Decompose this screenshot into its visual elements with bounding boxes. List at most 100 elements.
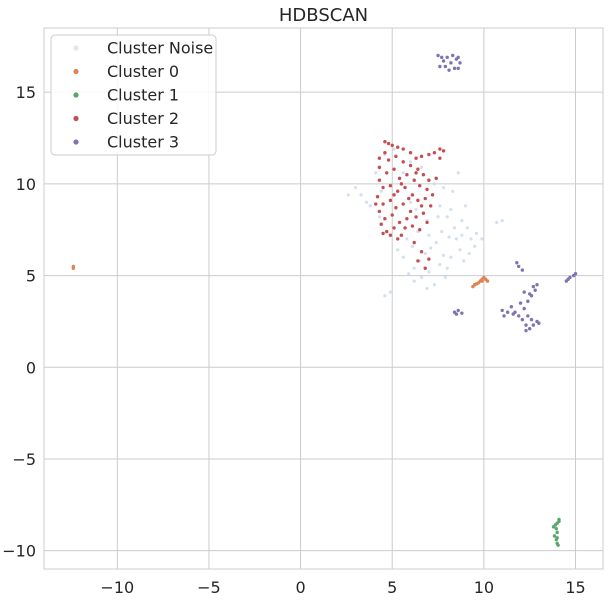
data-point — [423, 251, 427, 256]
data-point — [405, 237, 409, 241]
chart-title: HDBSCAN — [279, 5, 368, 26]
data-point — [425, 286, 429, 291]
data-point — [522, 290, 526, 294]
data-point — [434, 240, 438, 245]
data-point — [520, 317, 525, 322]
data-point — [416, 167, 420, 171]
data-point — [438, 156, 442, 160]
data-point — [432, 182, 436, 186]
data-point — [535, 283, 539, 287]
data-point — [392, 193, 396, 197]
data-point — [434, 176, 438, 181]
data-point — [438, 204, 442, 208]
data-point — [385, 171, 389, 175]
data-point — [473, 244, 477, 248]
series-cluster-1 — [551, 517, 561, 547]
data-point — [381, 231, 385, 236]
data-point — [364, 200, 369, 204]
data-point — [438, 147, 442, 151]
data-point — [396, 237, 400, 241]
data-point — [397, 176, 402, 181]
data-point — [419, 204, 424, 208]
scatter-points — [71, 53, 578, 547]
data-point — [462, 259, 466, 263]
y-tick-label: −5 — [12, 450, 36, 469]
data-point — [377, 178, 382, 182]
data-point — [410, 224, 415, 228]
data-point — [412, 266, 416, 270]
data-point — [388, 233, 393, 237]
data-point — [452, 66, 457, 71]
data-point — [392, 226, 396, 230]
legend-marker — [73, 68, 79, 75]
x-tick-label: 5 — [387, 578, 397, 597]
data-point — [377, 215, 381, 219]
x-tick-label: −5 — [197, 578, 221, 597]
legend-label: Cluster 3 — [107, 133, 179, 152]
data-point — [375, 195, 380, 199]
data-point — [418, 228, 422, 232]
data-point — [396, 248, 400, 252]
x-tick-label: 10 — [474, 578, 494, 597]
data-point — [381, 185, 385, 190]
data-point — [463, 204, 468, 208]
data-point — [423, 196, 427, 201]
data-point — [460, 311, 464, 315]
data-point — [454, 312, 459, 316]
data-point — [408, 160, 413, 164]
data-point — [412, 178, 416, 182]
data-point — [524, 323, 528, 327]
data-point — [449, 207, 453, 212]
data-point — [445, 55, 449, 60]
data-point — [392, 147, 396, 151]
data-point — [469, 237, 473, 241]
data-point — [390, 213, 394, 217]
data-point — [500, 308, 504, 313]
data-point — [359, 193, 363, 197]
data-point — [432, 283, 436, 287]
data-point — [443, 64, 448, 69]
data-point — [526, 299, 530, 303]
data-point — [474, 231, 479, 235]
data-point — [412, 279, 416, 283]
x-tick-label: −10 — [100, 578, 134, 597]
data-point — [429, 204, 433, 208]
data-point — [401, 202, 405, 206]
data-point — [392, 167, 396, 171]
data-point — [408, 200, 413, 204]
data-point — [412, 240, 416, 245]
data-point — [520, 268, 525, 272]
data-point — [458, 61, 462, 65]
data-point — [427, 257, 431, 261]
data-point — [388, 184, 393, 188]
data-point — [425, 187, 429, 192]
data-point — [445, 215, 449, 219]
grid-lines — [44, 28, 603, 569]
data-point — [374, 202, 378, 206]
data-point — [405, 217, 409, 221]
y-tick-label: 5 — [26, 267, 36, 286]
data-point — [388, 198, 393, 203]
y-tick-label: 10 — [16, 175, 36, 194]
data-point — [443, 275, 447, 280]
data-point — [377, 165, 382, 170]
data-point — [451, 189, 455, 193]
tick-labels: −10 −5 0 5 10 15 −10 −5 0 5 10 15 — [2, 83, 585, 597]
data-point — [405, 173, 409, 177]
data-point — [416, 198, 420, 203]
data-point — [557, 517, 561, 522]
data-point — [460, 218, 464, 223]
data-point — [533, 288, 537, 292]
data-point — [401, 255, 405, 259]
data-point — [383, 151, 387, 155]
data-point — [414, 207, 418, 212]
legend: Cluster Noise Cluster 0 Cluster 1 Cluster 2… — [50, 34, 217, 156]
data-point — [524, 328, 528, 333]
data-point — [394, 154, 398, 159]
data-point — [440, 55, 444, 60]
data-point — [566, 277, 570, 281]
data-point — [436, 53, 440, 58]
data-point — [480, 279, 484, 283]
data-point — [386, 141, 391, 146]
